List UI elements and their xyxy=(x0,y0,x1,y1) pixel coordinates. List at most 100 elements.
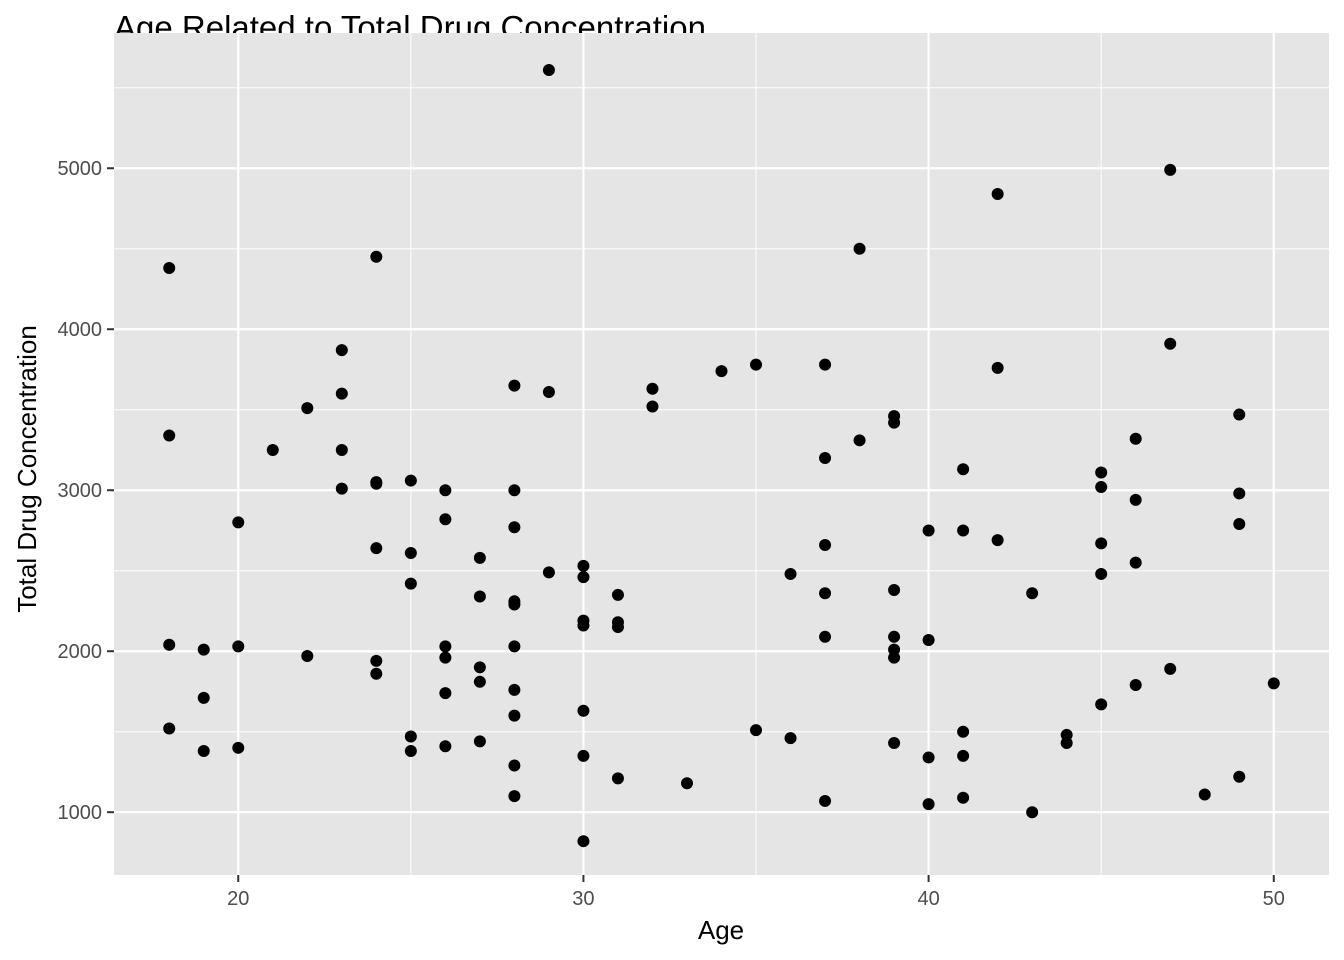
data-point xyxy=(197,691,210,704)
data-point xyxy=(508,640,521,653)
data-point xyxy=(715,365,728,378)
data-point xyxy=(853,242,866,255)
data-point xyxy=(439,687,452,700)
x-tick-label: 50 xyxy=(1263,888,1285,910)
data-point xyxy=(888,416,901,429)
data-point xyxy=(784,732,797,745)
data-point xyxy=(439,484,452,497)
data-point xyxy=(1198,788,1211,801)
data-point xyxy=(1164,662,1177,675)
data-point xyxy=(473,735,486,748)
data-point xyxy=(335,443,348,456)
data-point xyxy=(508,379,521,392)
data-point xyxy=(508,759,521,772)
data-point xyxy=(1026,587,1039,600)
data-point xyxy=(1095,567,1108,580)
data-point xyxy=(991,361,1004,374)
y-axis-title: Total Drug Concentration xyxy=(12,325,42,613)
data-point xyxy=(750,358,763,371)
data-point xyxy=(370,250,383,263)
data-point xyxy=(404,577,417,590)
data-point xyxy=(577,749,590,762)
data-point xyxy=(1129,432,1142,445)
y-tick-label: 2000 xyxy=(58,641,103,663)
data-point xyxy=(1095,481,1108,494)
data-points xyxy=(163,64,1280,848)
data-point xyxy=(819,587,832,600)
data-point xyxy=(922,524,935,537)
data-point xyxy=(611,588,624,601)
data-point xyxy=(1267,677,1280,690)
data-point xyxy=(1129,679,1142,692)
data-point xyxy=(957,524,970,537)
data-point xyxy=(611,772,624,785)
data-point xyxy=(750,724,763,737)
data-point xyxy=(163,638,176,651)
data-point xyxy=(1233,518,1246,531)
data-point xyxy=(1129,556,1142,569)
data-point xyxy=(473,661,486,674)
data-point xyxy=(577,835,590,848)
minor-gridlines xyxy=(114,33,1329,875)
data-point xyxy=(404,547,417,560)
data-point xyxy=(301,402,314,415)
data-point xyxy=(542,566,555,579)
data-point xyxy=(473,675,486,688)
data-point xyxy=(232,741,245,754)
data-point xyxy=(439,651,452,664)
data-point xyxy=(439,640,452,653)
data-point xyxy=(957,725,970,738)
plot-panel xyxy=(114,33,1329,875)
data-point xyxy=(1164,163,1177,176)
data-point xyxy=(1060,736,1073,749)
major-gridlines xyxy=(114,33,1329,875)
data-point xyxy=(611,621,624,634)
data-point xyxy=(439,740,452,753)
x-tick-label: 20 xyxy=(227,888,249,910)
data-point xyxy=(819,630,832,643)
data-point xyxy=(1129,493,1142,506)
data-point xyxy=(888,584,901,597)
x-axis-title: Age xyxy=(698,915,744,945)
data-point xyxy=(163,722,176,735)
data-point xyxy=(888,630,901,643)
data-point xyxy=(404,730,417,743)
x-tick-label: 40 xyxy=(917,888,939,910)
data-point xyxy=(577,571,590,584)
data-point xyxy=(1233,487,1246,500)
data-point xyxy=(991,534,1004,547)
x-tick-label: 30 xyxy=(572,888,594,910)
data-point xyxy=(404,474,417,487)
data-point xyxy=(232,516,245,529)
data-point xyxy=(266,443,279,456)
data-point xyxy=(508,790,521,803)
data-point xyxy=(473,551,486,564)
data-point xyxy=(508,521,521,534)
data-point xyxy=(1233,770,1246,783)
data-point xyxy=(404,745,417,758)
data-point xyxy=(646,382,659,395)
data-point xyxy=(922,751,935,764)
data-point xyxy=(370,542,383,555)
data-point xyxy=(577,704,590,717)
y-axis: 1000 2000 3000 4000 5000 xyxy=(58,158,114,824)
data-point xyxy=(163,262,176,275)
data-point xyxy=(370,477,383,490)
data-point xyxy=(370,654,383,667)
data-point xyxy=(646,400,659,413)
data-point xyxy=(335,482,348,495)
data-point xyxy=(577,619,590,632)
data-point xyxy=(542,64,555,77)
data-point xyxy=(577,559,590,572)
data-point xyxy=(335,344,348,357)
data-point xyxy=(819,538,832,551)
data-point xyxy=(888,736,901,749)
data-point xyxy=(301,650,314,663)
data-point xyxy=(508,484,521,497)
data-point xyxy=(370,667,383,680)
data-point xyxy=(819,358,832,371)
data-point xyxy=(680,777,693,790)
y-tick-label: 1000 xyxy=(58,802,103,824)
data-point xyxy=(922,798,935,811)
